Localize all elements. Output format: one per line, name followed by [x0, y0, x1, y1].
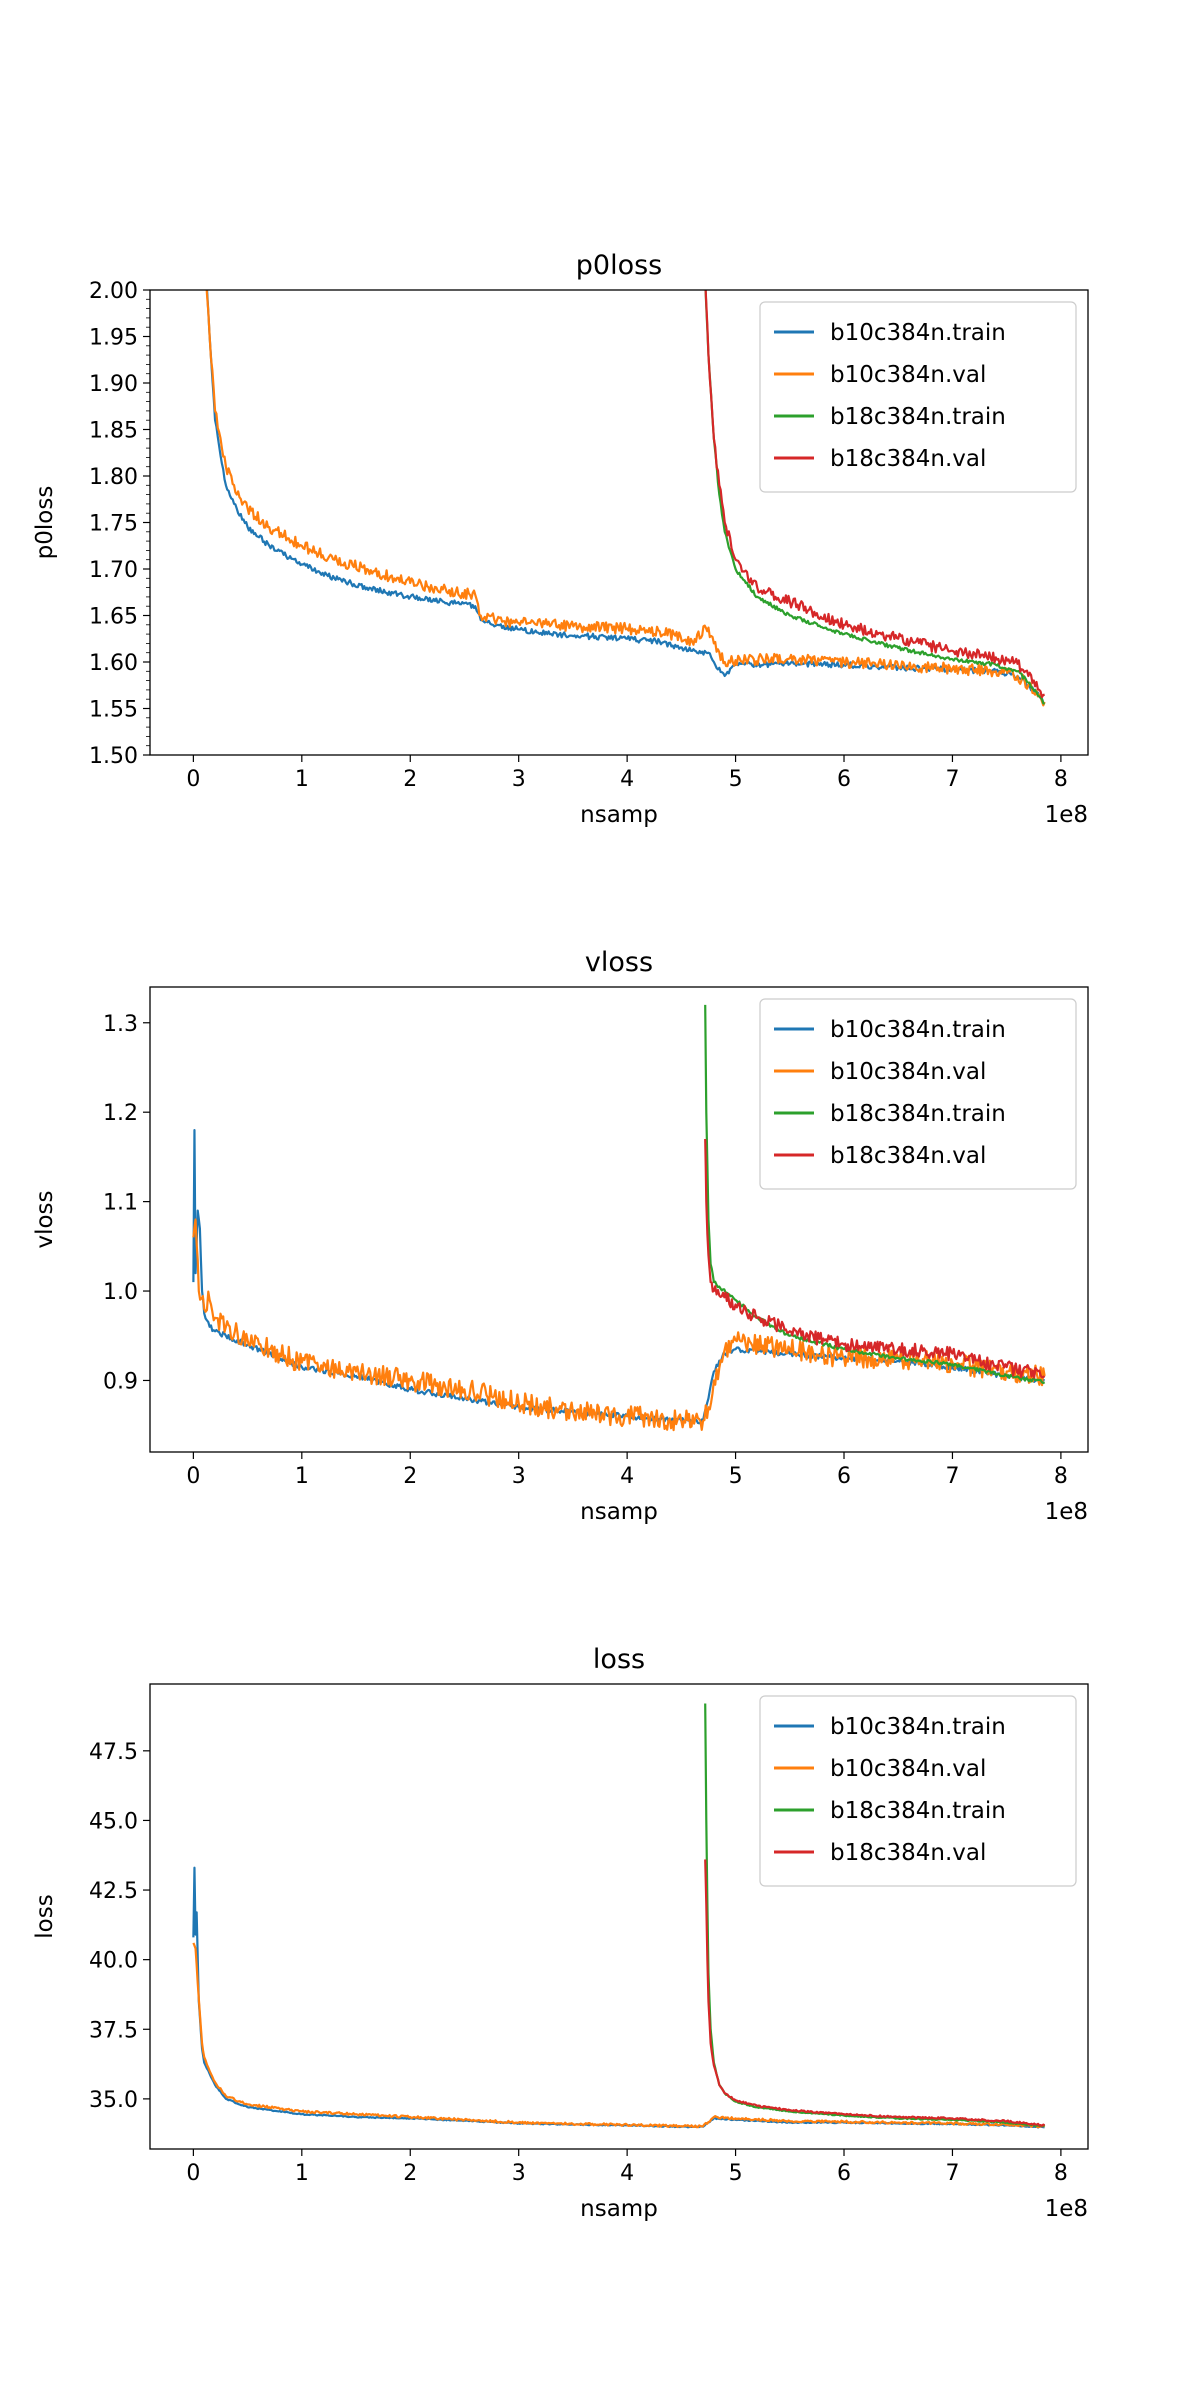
x-tick-label: 5 — [729, 1464, 743, 1489]
y-axis-label: p0loss — [32, 486, 58, 560]
x-tick-label: 0 — [186, 767, 200, 792]
x-tick-label: 3 — [512, 2161, 526, 2186]
chart-p0loss: 0 1 2 3 4 5 6 7 8 1.50 1.55 1.60 1.65 1.70 1.75 1.80 1.8… — [32, 250, 1089, 828]
plot-frame — [149, 1683, 1089, 2150]
series-line-b18c384n-train — [704, 1004, 1046, 1385]
legend-label: b10c384n.train — [830, 320, 1006, 346]
series-line-b18c384n-train — [704, 290, 1046, 705]
x-tick-label: 6 — [837, 2161, 851, 2186]
series-line-b18c384n-val — [704, 1859, 1046, 2127]
y-tick-label: 1.50 — [89, 744, 138, 769]
legend-label: b10c384n.train — [830, 1017, 1006, 1043]
y-tick-label: 1.2 — [103, 1101, 138, 1126]
x-tick-label: 2 — [403, 2161, 417, 2186]
x-tick-label: 0 — [186, 2161, 200, 2186]
x-tick-label: 5 — [729, 2161, 743, 2186]
x-tick-label: 8 — [1054, 767, 1068, 792]
y-tick-label: 0.9 — [103, 1369, 138, 1394]
x-tick-label: 1 — [295, 767, 309, 792]
x-tick-label: 4 — [620, 1464, 634, 1489]
y-tick-label: 1.95 — [89, 326, 138, 351]
y-tick-label: 40.0 — [89, 1949, 138, 1974]
series-line-b10c384n-val — [192, 1218, 1046, 1432]
x-tick-label: 7 — [945, 767, 959, 792]
series-lines — [192, 1703, 1046, 2129]
series-lines — [192, 1004, 1046, 1432]
y-tick-label: 1.90 — [89, 372, 138, 397]
plot-frame — [149, 986, 1089, 1453]
y-tick-label: 35.0 — [89, 2088, 138, 2113]
x-axis-label: nsamp — [580, 802, 658, 828]
series-line-b10c384n-val — [192, 1942, 1046, 2129]
y-tick-label: 1.85 — [89, 419, 138, 444]
legend-label: b18c384n.val — [830, 446, 986, 472]
legend-label: b18c384n.train — [830, 1798, 1006, 1824]
legend-label: b10c384n.train — [830, 1714, 1006, 1740]
y-tick-label: 45.0 — [89, 1809, 138, 1834]
x-tick-label: 5 — [729, 767, 743, 792]
x-tick-label: 2 — [403, 767, 417, 792]
y-tick-label: 37.5 — [89, 2018, 138, 2043]
legend: b10c384n.train b10c384n.val b18c384n.train… — [759, 1695, 1077, 1887]
y-axis-label: loss — [32, 1894, 58, 1938]
x-tick-label: 2 — [403, 1464, 417, 1489]
y-tick-label: 1.75 — [89, 512, 138, 537]
chart-title: vloss — [585, 947, 653, 978]
legend-label: b10c384n.val — [830, 362, 986, 388]
y-tick-label: 42.5 — [89, 1879, 138, 1904]
y-tick-label: 1.80 — [89, 465, 138, 490]
x-offset-label: 1e8 — [1045, 802, 1088, 828]
x-tick-label: 4 — [620, 767, 634, 792]
y-axis-label: vloss — [32, 1190, 58, 1248]
chart-vloss: 0 1 2 3 4 5 6 7 8 0.9 1.0 1.1 1.2 1.3 vloss nsamp 1e8 vlo… — [32, 947, 1089, 1525]
x-tick-label: 4 — [620, 2161, 634, 2186]
series-line-b18c384n-val — [704, 290, 1045, 699]
legend-label: b10c384n.val — [830, 1756, 986, 1782]
x-tick-label: 3 — [512, 767, 526, 792]
y-tick-label: 1.60 — [89, 651, 138, 676]
x-tick-label: 7 — [945, 1464, 959, 1489]
x-tick-label: 1 — [295, 1464, 309, 1489]
y-tick-label: 1.3 — [103, 1012, 138, 1037]
x-tick-label: 3 — [512, 1464, 526, 1489]
legend-box — [759, 998, 1077, 1190]
x-tick-label: 8 — [1054, 2161, 1068, 2186]
series-line-b10c384n-train — [205, 290, 1046, 705]
series-line-b10c384n-val — [205, 290, 1046, 707]
chart-title: loss — [593, 1644, 645, 1675]
y-tick-label: 2.00 — [89, 279, 138, 304]
x-axis-label: nsamp — [580, 1499, 658, 1525]
series-lines — [205, 290, 1046, 707]
y-tick-label: 1.1 — [103, 1191, 138, 1216]
x-tick-label: 6 — [837, 767, 851, 792]
y-tick-label: 1.55 — [89, 698, 138, 723]
x-offset-label: 1e8 — [1045, 2196, 1088, 2222]
legend-label: b18c384n.train — [830, 404, 1006, 430]
legend: b10c384n.train b10c384n.val b18c384n.train… — [759, 301, 1077, 493]
legend-label: b18c384n.train — [830, 1101, 1006, 1127]
legend-label: b10c384n.val — [830, 1059, 986, 1085]
chart-title: p0loss — [576, 250, 662, 281]
y-tick-label: 1.0 — [103, 1280, 138, 1305]
x-tick-label: 1 — [295, 2161, 309, 2186]
legend-box — [759, 301, 1077, 493]
x-tick-label: 7 — [945, 2161, 959, 2186]
legend-box — [759, 1695, 1077, 1887]
x-offset-label: 1e8 — [1045, 1499, 1088, 1525]
x-tick-label: 0 — [186, 1464, 200, 1489]
x-tick-label: 6 — [837, 1464, 851, 1489]
y-tick-label: 47.5 — [89, 1740, 138, 1765]
x-axis-label: nsamp — [580, 2196, 658, 2222]
chart-loss: 0 1 2 3 4 5 6 7 8 35.0 37.5 40.0 42.5 45.0 47.5 loss nsa… — [32, 1644, 1089, 2222]
legend-label: b18c384n.val — [830, 1840, 986, 1866]
y-tick-label: 1.70 — [89, 558, 138, 583]
x-tick-label: 8 — [1054, 1464, 1068, 1489]
legend: b10c384n.train b10c384n.val b18c384n.train… — [759, 998, 1077, 1190]
y-tick-label: 1.65 — [89, 605, 138, 630]
series-line-b18c384n-val — [704, 1138, 1046, 1379]
legend-label: b18c384n.val — [830, 1143, 986, 1169]
